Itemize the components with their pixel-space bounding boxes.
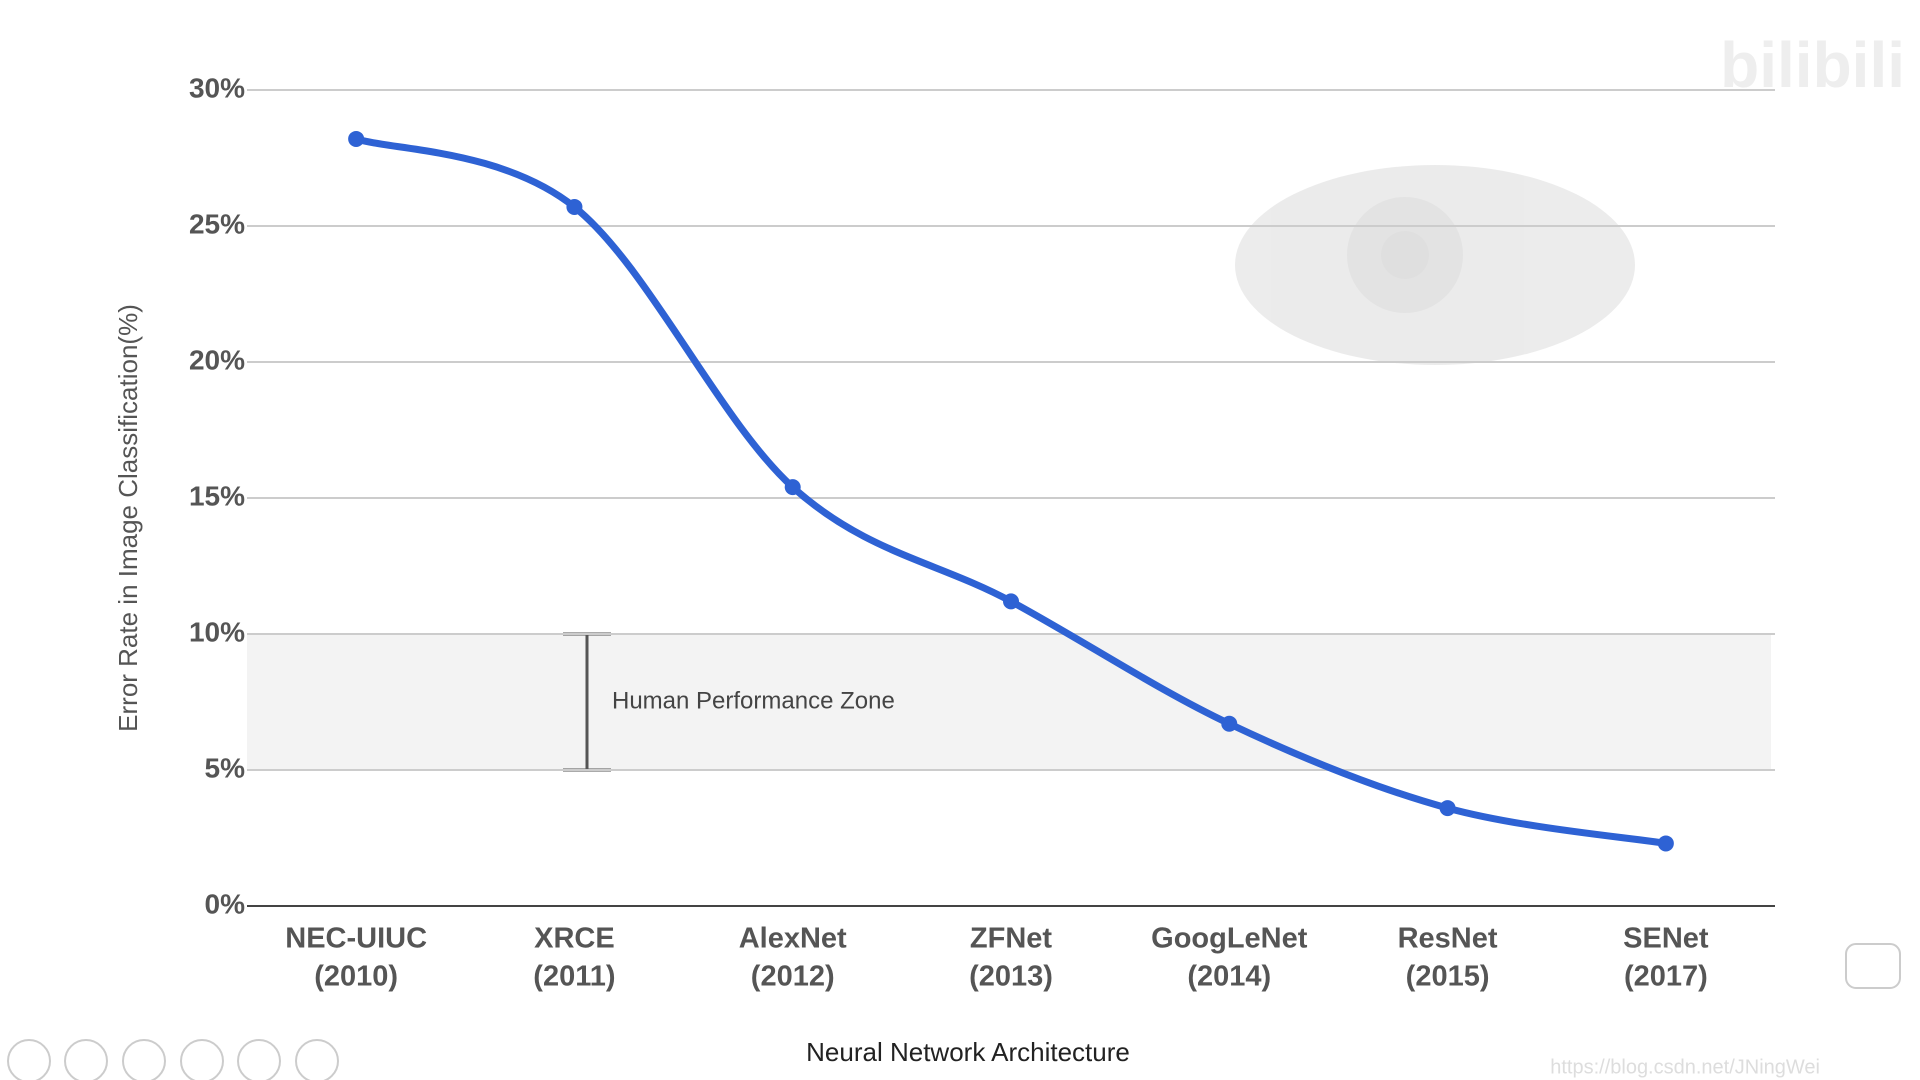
x-tick-year: (2010)	[314, 961, 398, 993]
point	[784, 479, 801, 496]
human-zone	[247, 634, 1771, 770]
prev-button[interactable]	[7, 1039, 51, 1080]
point	[1003, 593, 1019, 610]
point	[566, 198, 583, 215]
x-tick-label: ResNet	[1398, 923, 1498, 955]
x-tick-label: GoogLeNet	[1151, 923, 1308, 955]
more-button[interactable]	[295, 1039, 339, 1080]
eye-decoration	[1235, 165, 1635, 365]
x-tick-year: (2011)	[533, 961, 615, 993]
x-tick-year: (2012)	[751, 961, 835, 993]
y-tick-label: 25%	[189, 208, 245, 239]
x-tick-year: (2017)	[1624, 961, 1708, 993]
x-tick-year: (2014)	[1187, 961, 1271, 993]
pen-button[interactable]	[122, 1039, 166, 1080]
point	[1657, 835, 1674, 852]
url-watermark: https://blog.csdn.net/JNingWei	[1550, 1056, 1820, 1078]
y-tick-label: 5%	[205, 752, 246, 783]
play-button[interactable]	[1845, 943, 1901, 989]
x-tick-label: NEC-UIUC	[285, 923, 427, 955]
zone-label: Human Performance Zone	[612, 687, 895, 714]
point	[1439, 800, 1456, 817]
y-tick-label: 0%	[205, 888, 246, 919]
next-button[interactable]	[64, 1039, 108, 1080]
slides-button[interactable]	[180, 1039, 224, 1080]
slide-nav	[7, 943, 1901, 1080]
y-tick-label: 30%	[189, 72, 245, 103]
y-tick-label: 15%	[189, 480, 245, 511]
y-tick-label: 20%	[189, 344, 245, 375]
x-tick-label: SENet	[1623, 923, 1709, 955]
zoom-button[interactable]	[237, 1039, 281, 1080]
y-axis-title: Error Rate in Image Classification(%)	[113, 304, 143, 732]
x-tick-year: (2015)	[1406, 961, 1490, 993]
x-tick-year: (2013)	[969, 961, 1053, 993]
logo-watermark: bilibili	[1720, 29, 1905, 101]
x-tick-label: ZFNet	[970, 923, 1053, 955]
x-axis-title: Neural Network Architecture	[806, 1037, 1130, 1067]
point	[1221, 715, 1238, 732]
point	[348, 130, 365, 147]
x-tick-label: XRCE	[534, 923, 615, 955]
y-tick-label: 10%	[189, 616, 245, 647]
x-tick-label: AlexNet	[739, 923, 847, 955]
